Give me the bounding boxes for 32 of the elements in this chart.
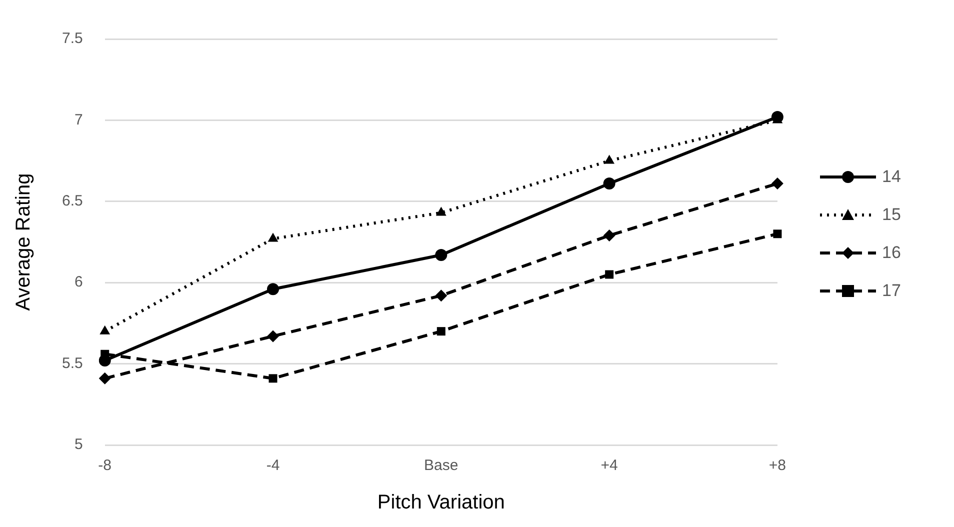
y-axis-title: Average Rating	[12, 173, 35, 311]
x-axis-title: Pitch Variation	[377, 492, 505, 514]
point	[771, 178, 784, 190]
x-tick-label: Base	[424, 457, 458, 474]
point	[267, 283, 279, 296]
legend-label: 14	[882, 166, 901, 186]
point	[267, 330, 279, 342]
legend-label: 17	[882, 280, 901, 300]
point	[436, 206, 446, 216]
point	[98, 372, 111, 384]
y-tick-label: 5.5	[62, 354, 83, 372]
y-tick-label: 7	[74, 111, 83, 128]
point	[268, 232, 278, 242]
x-tick-label: +8	[768, 457, 786, 474]
y-tick-label: 7.5	[62, 30, 83, 48]
point	[435, 290, 448, 302]
point	[604, 154, 614, 164]
x-tick-label: -4	[266, 457, 280, 474]
y-tick-label: 6.5	[62, 192, 83, 210]
x-tick-label: +4	[600, 457, 618, 474]
legend-label: 16	[882, 242, 901, 262]
legend-label: 15	[882, 204, 901, 224]
point	[436, 327, 446, 336]
point	[603, 178, 616, 190]
point	[605, 270, 614, 279]
y-tick-label: 6	[74, 274, 83, 291]
point	[603, 230, 616, 242]
point	[435, 248, 448, 261]
point	[268, 374, 278, 383]
point	[773, 230, 782, 238]
x-tick-label: -8	[98, 457, 112, 474]
y-tick-label: 5	[74, 436, 83, 454]
